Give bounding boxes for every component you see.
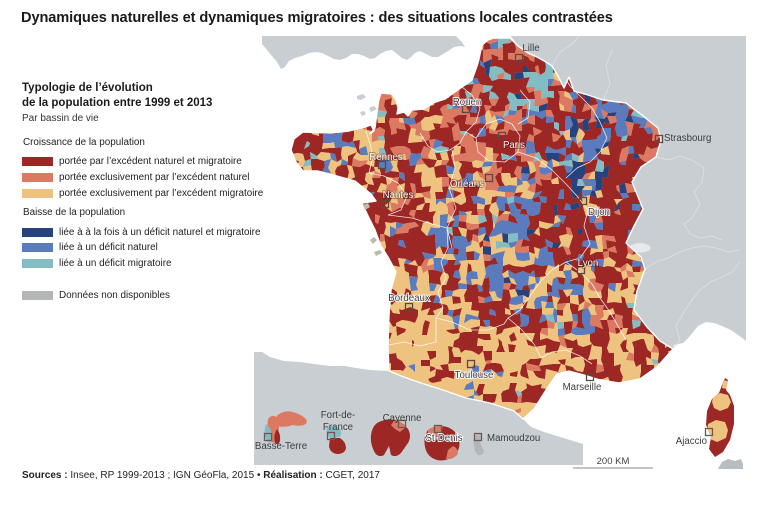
svg-text:200 KM: 200 KM (597, 456, 630, 467)
svg-text:Rennes: Rennes (369, 152, 403, 163)
svg-text:Strasbourg: Strasbourg (664, 133, 711, 144)
svg-text:Bordeaux: Bordeaux (388, 293, 430, 304)
svg-text:Toulouse: Toulouse (455, 370, 494, 381)
svg-text:Cayenne: Cayenne (383, 413, 422, 424)
svg-text:Mamoudzou: Mamoudzou (487, 433, 540, 444)
svg-text:Rouen: Rouen (453, 97, 482, 108)
svg-text:Lyon: Lyon (578, 258, 599, 269)
svg-text:Paris: Paris (503, 140, 525, 151)
svg-text:Lille: Lille (522, 43, 539, 54)
svg-text:France: France (323, 422, 353, 433)
svg-text:Nantes: Nantes (383, 190, 414, 201)
svg-text:Fort-de-: Fort-de- (321, 410, 355, 421)
svg-text:Ajaccio: Ajaccio (676, 436, 707, 447)
svg-text:St-Denis: St-Denis (425, 433, 462, 444)
svg-text:Basse-Terre: Basse-Terre (255, 441, 307, 452)
svg-text:Marseille: Marseille (563, 382, 602, 393)
svg-text:Orléans: Orléans (450, 179, 484, 190)
svg-text:Dijon: Dijon (588, 207, 610, 218)
